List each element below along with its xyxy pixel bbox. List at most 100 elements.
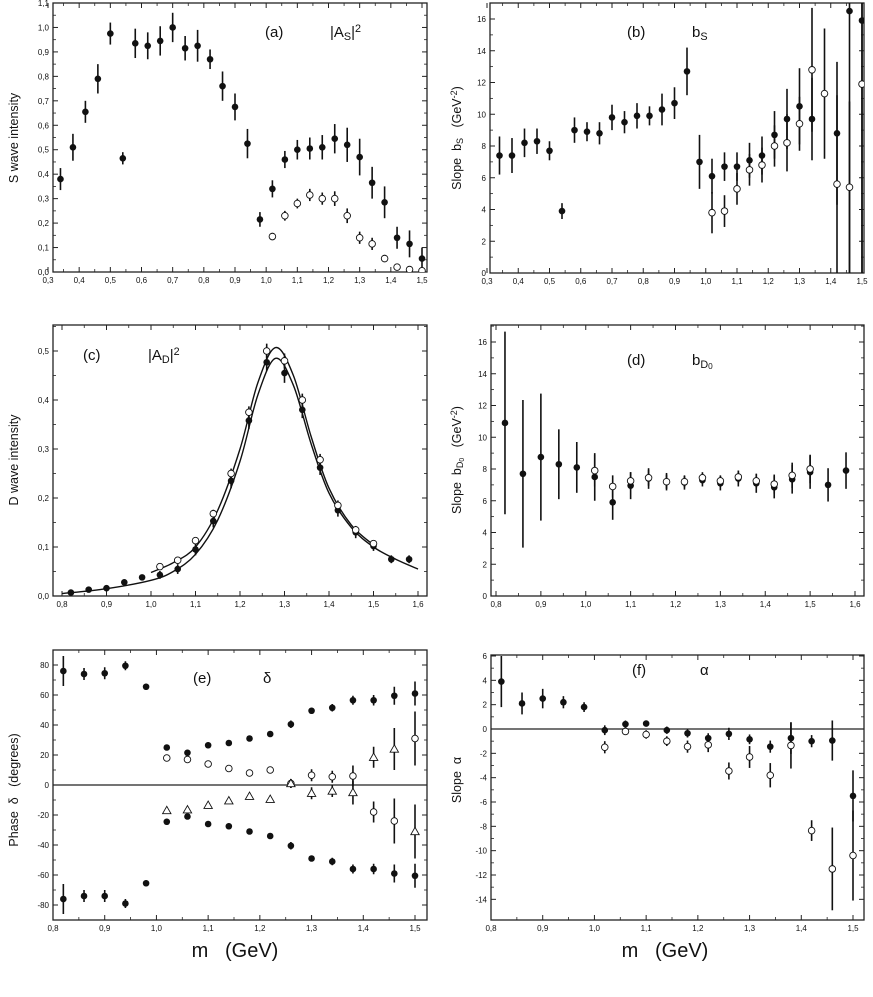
label-part: Slope b xyxy=(450,468,464,514)
panel-title: bS xyxy=(692,24,708,43)
data-point-open-triangles xyxy=(389,743,400,753)
x-tick-label: 1,0 xyxy=(700,277,712,286)
x-tick-label: 1,2 xyxy=(670,600,682,609)
y-tick-label: -10 xyxy=(475,847,487,856)
data-point-solid-lower xyxy=(246,828,253,835)
data-point-open xyxy=(849,851,857,860)
x-tick-label: 1,1 xyxy=(292,276,304,285)
y-tick-label: 6 xyxy=(483,652,488,661)
plot-area xyxy=(498,656,857,911)
label-part: 0 xyxy=(708,362,713,371)
x-tick-label: 0,8 xyxy=(47,924,59,933)
data-point-solid-lower xyxy=(266,832,274,840)
x-tick-label: 1,1 xyxy=(641,924,653,933)
data-point-open xyxy=(380,254,389,263)
data-point-open xyxy=(590,466,599,475)
x-tick-label: 1,4 xyxy=(385,276,397,285)
label-part: -2 xyxy=(449,90,459,98)
panel-label: (d) xyxy=(627,352,645,369)
data-point-solid-upper xyxy=(370,696,377,704)
data-point-solid xyxy=(518,700,526,707)
data-point-solid xyxy=(281,156,289,163)
x-tick-label: 0,6 xyxy=(575,277,587,286)
data-point-solid xyxy=(829,737,836,744)
x-tick-label: 0,3 xyxy=(42,276,54,285)
data-point-open xyxy=(306,191,314,199)
data-point-open xyxy=(698,473,707,482)
data-point-solid xyxy=(331,135,339,143)
label-part: S xyxy=(455,138,465,144)
data-point-open xyxy=(733,185,741,193)
label-part: ) xyxy=(450,86,464,90)
data-point-open-triangles xyxy=(368,752,379,761)
data-point-solid-lower xyxy=(60,895,67,903)
data-point-solid xyxy=(194,42,201,50)
x-tick-label: 1,4 xyxy=(825,277,837,286)
data-point-solid xyxy=(546,147,553,155)
data-point-solid xyxy=(596,130,603,137)
y-tick-label: 0,9 xyxy=(38,48,50,57)
y-tick-label: 2 xyxy=(483,701,488,710)
data-point-open-triangles xyxy=(203,800,214,809)
data-point-solid xyxy=(356,153,363,161)
data-point-solid-lower xyxy=(122,900,129,907)
data-point-open xyxy=(720,207,729,215)
y-tick-label: 0,5 xyxy=(38,146,50,155)
y-tick-label: 0,4 xyxy=(38,170,50,179)
panel-a: 0,3 0,4 0,5 0,6 0,7 0,8 0,9 1,0 1,1 1,2 1,3 1,4 1,5 0… xyxy=(7,0,428,285)
data-point-open xyxy=(745,166,754,174)
data-point-open xyxy=(418,267,426,272)
data-point-open xyxy=(209,509,218,518)
data-point-solid xyxy=(368,179,376,187)
data-point-solid-upper xyxy=(287,720,295,728)
data-point-open xyxy=(268,232,277,241)
y-tick-label: -80 xyxy=(37,901,49,910)
y-tick-label: 0,3 xyxy=(38,195,50,204)
data-point-solid xyxy=(498,678,505,685)
data-point-solid xyxy=(560,698,567,706)
data-point-solid xyxy=(343,141,351,149)
data-point-solid-upper xyxy=(184,749,191,757)
x-tick-label: 0,7 xyxy=(167,276,179,285)
data-point-solid xyxy=(227,477,235,485)
x-tick-label: 1,4 xyxy=(323,600,335,609)
x-tick-label: 0,7 xyxy=(606,277,618,286)
data-point-open xyxy=(845,183,854,192)
data-point-solid xyxy=(733,163,741,170)
plot-frame xyxy=(490,324,865,597)
x-tick-label: 0,6 xyxy=(136,276,148,285)
data-point-solid xyxy=(683,68,691,75)
data-point-solid xyxy=(318,143,326,151)
data-point-solid xyxy=(642,720,650,727)
x-tick-label: 1,4 xyxy=(358,924,370,933)
data-point-solid-upper xyxy=(349,696,357,704)
y-tick-label: 4 xyxy=(483,676,488,685)
data-point-solid xyxy=(608,114,616,121)
label-part: m (GeV) xyxy=(192,940,279,962)
x-tick-label: 1,5 xyxy=(416,276,428,285)
y-tick-label: 12 xyxy=(477,79,486,88)
data-point-solid-lower xyxy=(142,879,150,887)
data-point-open xyxy=(330,194,339,203)
data-point-solid xyxy=(622,720,629,728)
label-part: b xyxy=(692,24,700,41)
data-point-solid-upper xyxy=(411,690,419,697)
x-tick-label: 0,9 xyxy=(99,924,111,933)
panel-label: (c) xyxy=(83,347,101,364)
panel-title: bD0 xyxy=(692,352,713,371)
data-point-open-circles xyxy=(204,760,212,768)
data-point-open-triangles xyxy=(410,826,420,836)
data-point-open xyxy=(663,737,671,745)
data-point-open xyxy=(820,89,829,98)
data-point-solid xyxy=(601,726,609,734)
plot-area xyxy=(501,331,850,548)
plot-frame xyxy=(489,2,865,274)
label-part: D xyxy=(455,461,465,468)
data-point-open xyxy=(795,120,804,128)
y-axis-label: S wave intensity xyxy=(7,92,21,183)
data-point-solid xyxy=(67,589,75,596)
data-point-solid xyxy=(658,106,666,113)
data-point-open xyxy=(752,477,761,485)
data-point-solid xyxy=(533,137,541,145)
data-point-solid-lower xyxy=(287,842,295,850)
